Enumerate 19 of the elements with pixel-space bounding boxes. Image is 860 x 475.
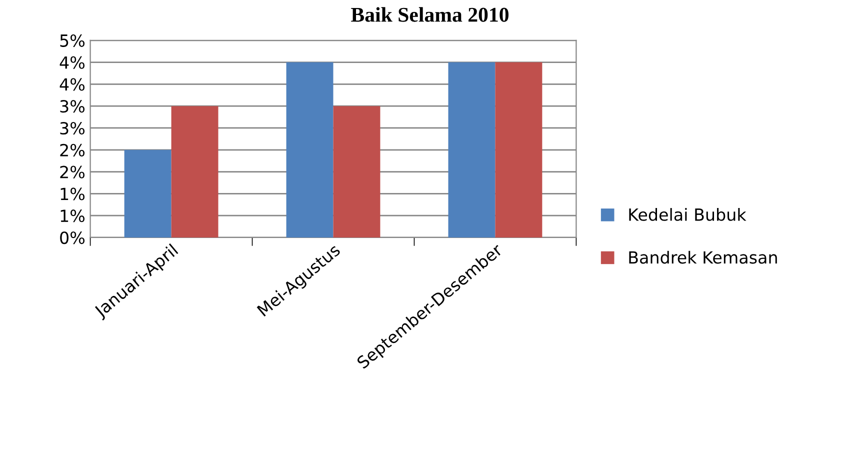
y-tick-label: 5% (60, 34, 85, 47)
y-tick-label: 1% (60, 188, 85, 200)
bar (124, 150, 172, 238)
bar (333, 106, 380, 238)
y-tick-label: 2% (60, 144, 85, 156)
legend-label: Bandrek Kemasan (629, 250, 777, 264)
bar (171, 106, 218, 238)
y-tick-label: 3% (60, 100, 85, 113)
chart-title: Baik Selama 2010 (351, 7, 508, 22)
legend-label: Kedelai Bubuk (629, 208, 746, 221)
y-tick-label: 2% (60, 166, 85, 178)
bar (495, 62, 542, 238)
bar (286, 62, 334, 238)
y-tick-label: 1% (60, 210, 85, 222)
y-tick-label: 4% (60, 56, 85, 69)
bar (448, 62, 496, 238)
y-tick-label: 4% (60, 78, 85, 91)
y-tick-label: 3% (60, 122, 85, 135)
y-tick-label: 0% (60, 231, 85, 244)
